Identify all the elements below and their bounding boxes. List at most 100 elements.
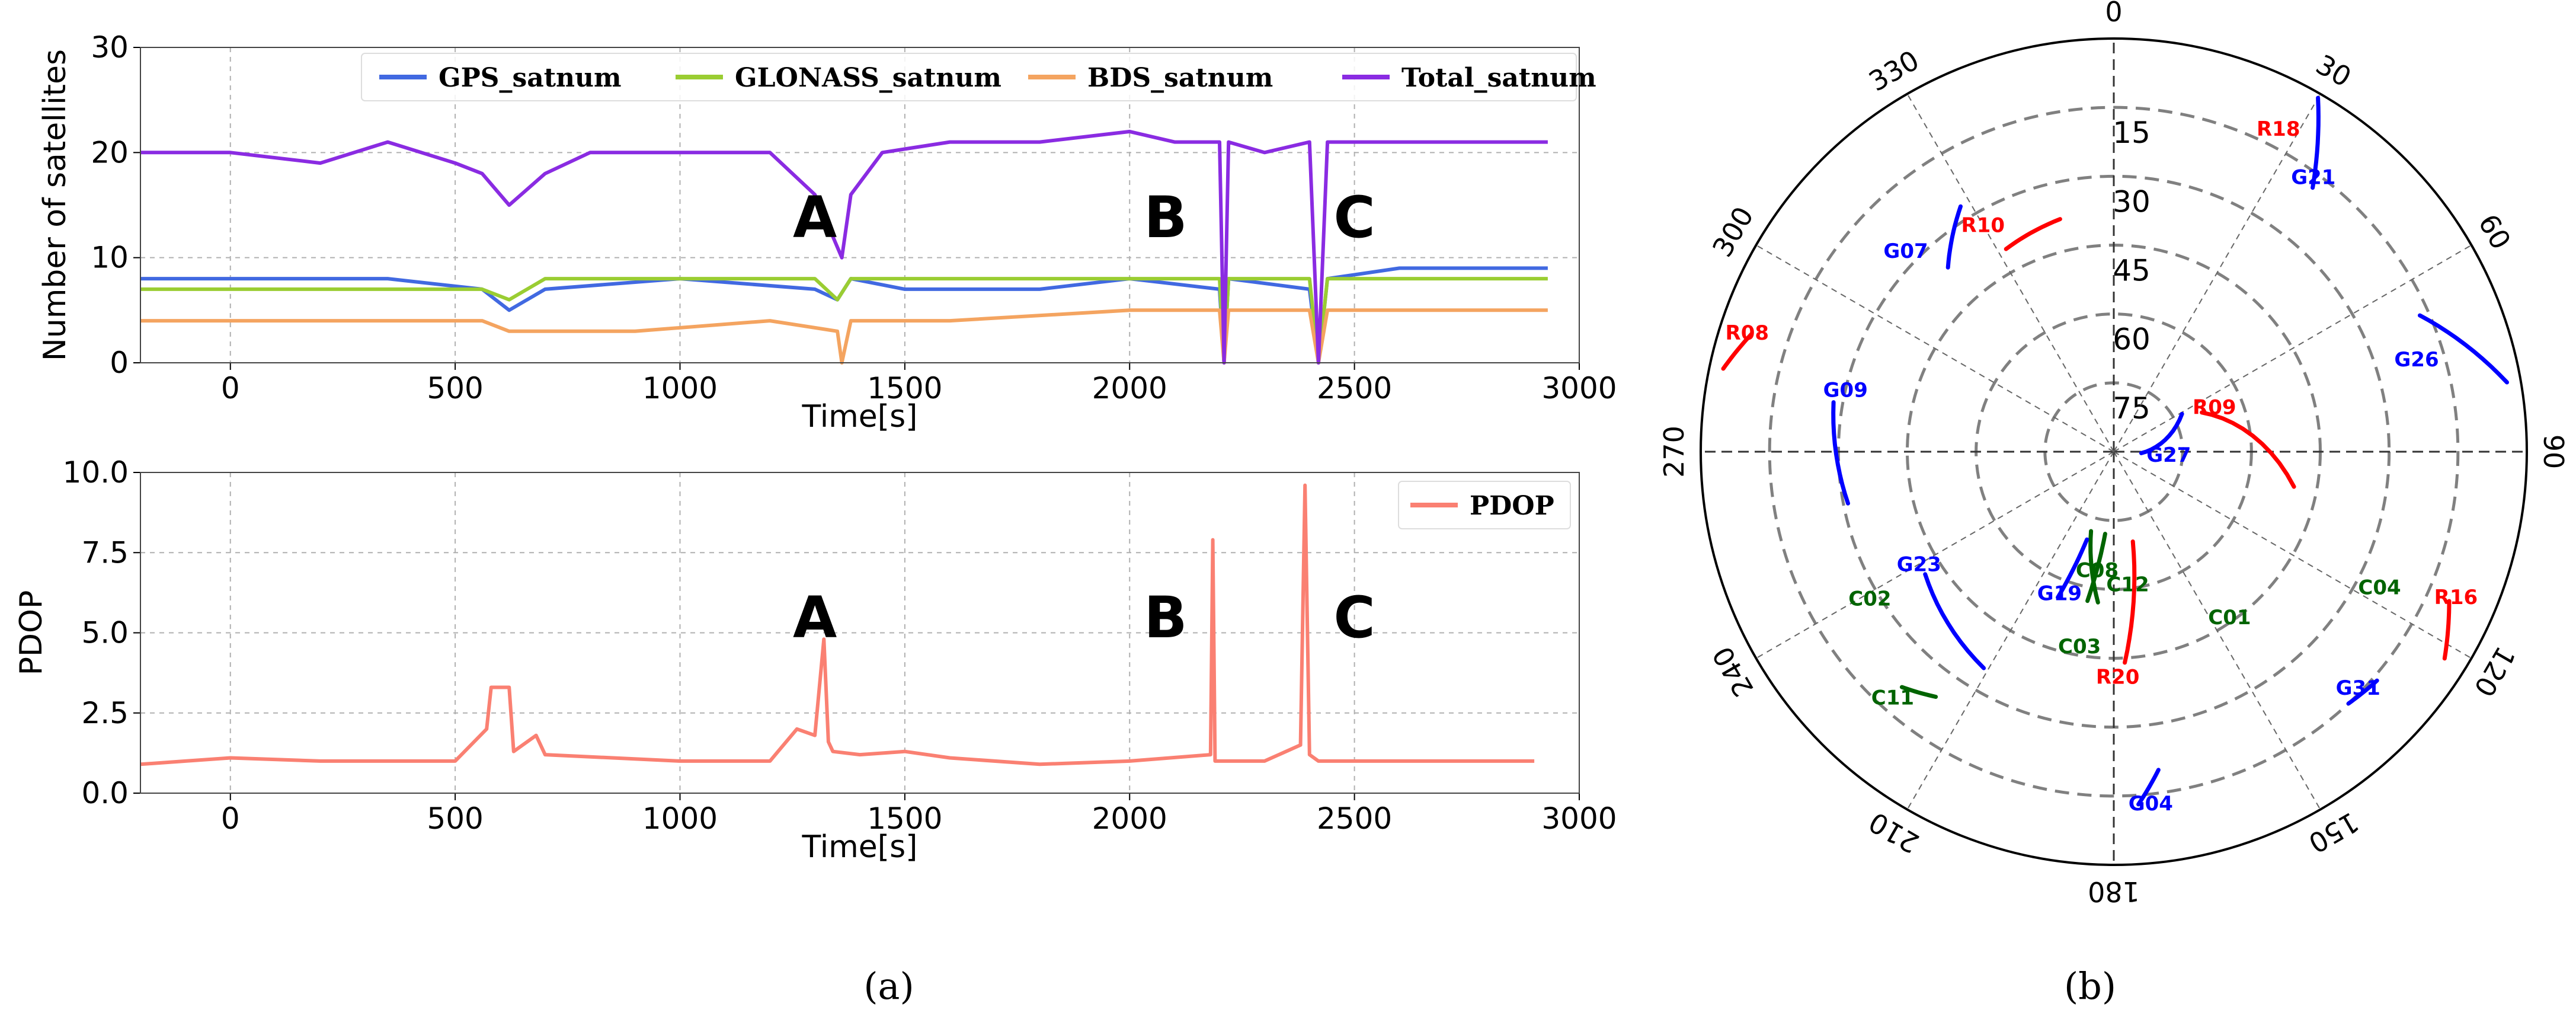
x-tick-label: 1000 (642, 801, 718, 836)
y-tick-label: 0.0 (81, 776, 129, 810)
x-tick-label: 2000 (1092, 371, 1167, 405)
x-tick-label: 1000 (642, 371, 718, 405)
satellite-label-R08: R08 (1726, 321, 1769, 345)
satellite-label-R09: R09 (2193, 395, 2236, 419)
satellite-track-G09 (1831, 400, 1850, 506)
y-tick-label: 5.0 (81, 616, 129, 650)
legend-box (361, 53, 1577, 101)
caption-a: (a) (863, 964, 914, 1008)
elevation-label: 30 (2113, 184, 2151, 219)
annotation-label: C (1333, 184, 1375, 251)
azimuth-label: 270 (1658, 426, 1690, 478)
satellite-track-R09 (2200, 410, 2296, 489)
satellite-track-G26 (2418, 313, 2509, 385)
satellite-label-G04: G04 (2129, 792, 2173, 816)
y-tick-label: 2.5 (81, 696, 129, 730)
satellite-label-C04: C04 (2358, 576, 2401, 600)
y-tick-label: 20 (91, 135, 129, 170)
satellite-track-G04 (2136, 768, 2161, 807)
skyplot-chart: 1530456075030609012015018021024027030033… (1658, 0, 2569, 908)
elevation-label: 45 (2113, 254, 2151, 288)
satellite-label-G07: G07 (1883, 239, 1928, 263)
azimuth-spoke (1755, 244, 2114, 452)
x-tick-label: 0 (221, 371, 240, 405)
x-tick-label: 500 (427, 371, 483, 405)
legend-box (1398, 481, 1571, 529)
legend-label-PDOP: PDOP (1470, 491, 1554, 521)
satellite-track-G19 (2056, 537, 2089, 600)
legend-label-BDS_satnum: BDS_satnum (1087, 63, 1273, 93)
legend-label-GLONASS_satnum: GLONASS_satnum (735, 63, 1001, 93)
satellite-label-C08: C08 (2076, 558, 2119, 582)
satellite-track-R16 (2442, 599, 2452, 661)
azimuth-label: 90 (2537, 435, 2569, 469)
series-line-Total_satnum (140, 129, 1548, 365)
x-tick-label: 0 (221, 801, 240, 836)
x-tick-label: 1500 (867, 801, 942, 836)
azimuth-spoke (2113, 244, 2472, 452)
satellite-label-R20: R20 (2096, 665, 2140, 689)
annotation-label: B (1144, 584, 1187, 651)
x-tick-label: 2000 (1092, 801, 1167, 836)
caption-b: (b) (2064, 964, 2116, 1008)
pdop-chart: 0 500 1000 1500 2000 2500 3000 0.0 2.5 5.0 7.5 10.0… (14, 455, 1617, 865)
satellite-label-C12: C12 (2106, 573, 2149, 596)
azimuth-label: 180 (2088, 876, 2140, 908)
satellite-track-C11 (1899, 685, 1938, 699)
x-tick-label: 2500 (1317, 801, 1392, 836)
satellite-track-G21 (2311, 95, 2321, 190)
satellite-label-C02: C02 (1848, 587, 1891, 611)
azimuth-spoke (2113, 93, 2321, 452)
azimuth-spoke (2113, 451, 2472, 659)
y-tick-label: 0 (110, 346, 129, 380)
x-tick-label: 1500 (867, 371, 942, 405)
satellite-label-C03: C03 (2058, 635, 2101, 659)
plot-frame (140, 472, 1580, 794)
azimuth-spoke (1906, 451, 2114, 810)
y-tick-label: 7.5 (81, 535, 129, 570)
satellite-track-C08 (2085, 532, 2107, 603)
annotation-label: A (793, 184, 837, 251)
satellite-label-G09: G09 (1823, 378, 1868, 402)
x-tick-label: 3000 (1541, 801, 1617, 836)
satellite-label-G21: G21 (2291, 165, 2335, 189)
elevation-label: 15 (2113, 116, 2151, 150)
satellite-label-R18: R18 (2257, 117, 2300, 141)
satellite-label-G26: G26 (2394, 348, 2439, 372)
satellite-track-G07 (1945, 204, 1963, 270)
series-line-PDOP (140, 483, 1535, 766)
satellite-count-chart: 0 500 1000 1500 2000 2500 3000 0 10 20 30 A B C Time[s… (37, 30, 1617, 435)
satellite-label-R10: R10 (1961, 214, 2005, 238)
y-tick-label: 10.0 (63, 455, 129, 490)
satellite-track-G23 (1923, 572, 1986, 670)
azimuth-label: 60 (2472, 209, 2517, 255)
x-tick-label: 3000 (1541, 371, 1617, 405)
azimuth-label: 30 (2311, 48, 2357, 93)
satellite-track-R08 (1721, 331, 1754, 371)
y-axis-label: Number of satellites (37, 49, 73, 361)
elevation-ring (1768, 106, 2460, 798)
annotation-label: C (1333, 584, 1375, 651)
satellite-label-C11: C11 (1871, 686, 1914, 710)
satellite-track-R10 (2004, 217, 2062, 251)
satellite-label-G31: G31 (2336, 676, 2380, 700)
skyplot-outer-ring (1700, 37, 2528, 866)
x-axis-label: Time[s] (802, 399, 918, 435)
annotation-label: B (1144, 184, 1187, 251)
legend-label-Total_satnum: Total_satnum (1401, 63, 1596, 93)
x-tick-label: 500 (427, 801, 483, 836)
y-tick-label: 10 (91, 241, 129, 275)
satellite-track-R20 (2123, 539, 2137, 665)
plot-frame (140, 47, 1580, 363)
satellite-track-G27 (2139, 411, 2184, 455)
x-axis-label: Time[s] (802, 829, 918, 865)
satellite-track-G31 (2346, 678, 2379, 706)
satellite-label-G19: G19 (2037, 582, 2082, 606)
satellite-label-R16: R16 (2434, 586, 2478, 609)
azimuth-spoke (1906, 93, 2114, 452)
azimuth-label: 0 (2105, 0, 2122, 28)
satellite-track-C12 (2088, 529, 2100, 605)
annotation-label: A (793, 584, 837, 651)
elevation-label: 60 (2113, 322, 2151, 357)
